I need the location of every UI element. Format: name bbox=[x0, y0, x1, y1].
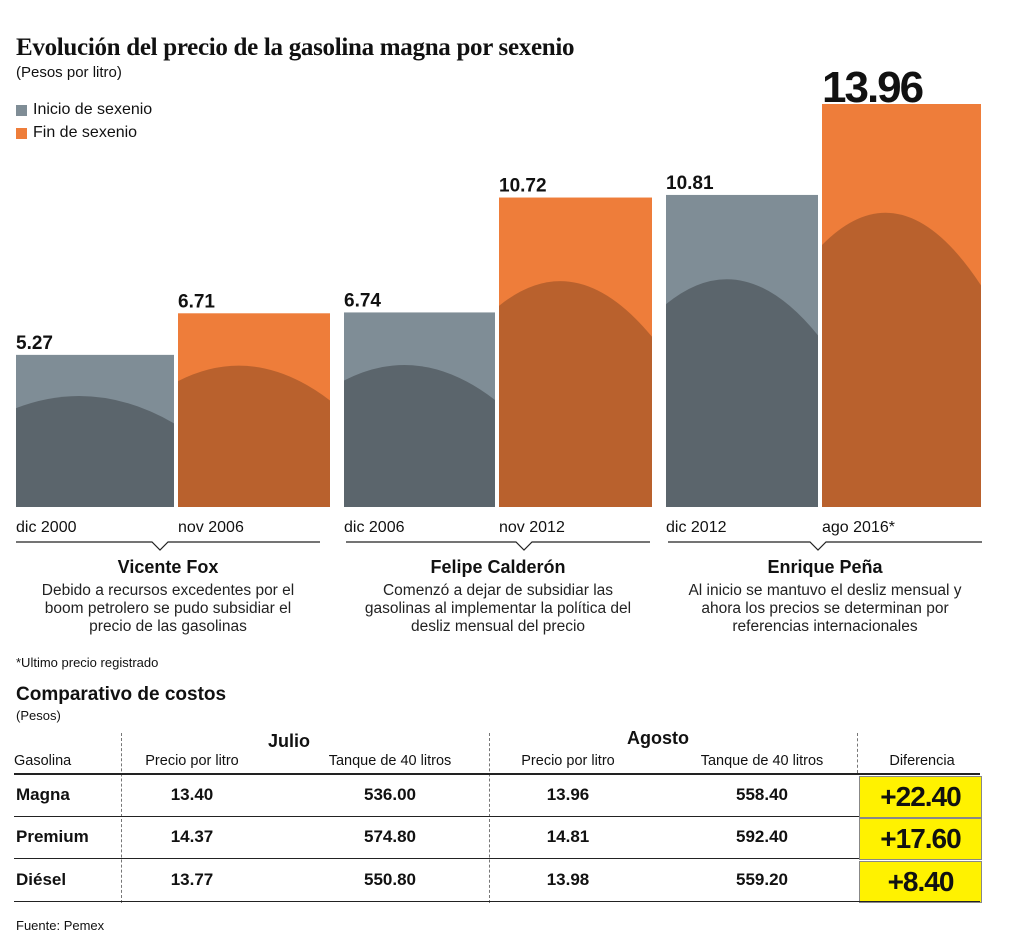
period-desc-line: precio de las gasolinas bbox=[89, 618, 247, 635]
bar-shading bbox=[16, 395, 174, 507]
bar-group bbox=[822, 104, 981, 507]
column-divider bbox=[489, 733, 490, 903]
period-name-fox: Vicente Fox bbox=[117, 557, 219, 577]
footnote: *Ultimo precio registrado bbox=[16, 655, 159, 670]
table-cell: 574.80 bbox=[364, 827, 416, 846]
period-desc-fox: Debido a recursos excedentes por el boom… bbox=[16, 582, 320, 636]
legend-label-fin: Fin de sexenio bbox=[33, 124, 138, 141]
difference-badge: +22.40 bbox=[859, 776, 982, 818]
period-desc-line: Debido a recursos excedentes por el bbox=[41, 582, 295, 599]
x-tick-label: dic 2012 bbox=[666, 519, 727, 536]
table-row-rule bbox=[14, 858, 859, 859]
table-cell: 13.96 bbox=[546, 785, 590, 804]
bar-group bbox=[344, 312, 495, 507]
bar-group bbox=[499, 197, 652, 507]
period-name-calderon: Felipe Calderón bbox=[430, 557, 566, 577]
bar-inicio bbox=[344, 312, 495, 507]
difference-badge: +17.60 bbox=[859, 818, 982, 860]
period-desc-line: Al inicio se mantuvo el desliz mensual y bbox=[688, 582, 962, 599]
bar-group bbox=[16, 354, 174, 507]
bar-value-label: 10.72 bbox=[499, 176, 547, 197]
column-header-julio-tanque: Tanque de 40 litros bbox=[328, 753, 452, 769]
table-bottom-rule bbox=[14, 901, 980, 902]
column-divider bbox=[857, 733, 858, 773]
legend-item-fin: Fin de sexenio bbox=[16, 124, 137, 142]
bar-value-label: 5.27 bbox=[16, 333, 53, 354]
x-tick-label: dic 2000 bbox=[16, 519, 77, 536]
period-desc-line: desliz mensual del precio bbox=[410, 618, 586, 635]
group-header-agosto: Agosto bbox=[627, 728, 689, 748]
bar-shading bbox=[178, 365, 330, 507]
bar-value-label: 6.74 bbox=[344, 290, 381, 311]
column-header-agosto-tanque: Tanque de 40 litros bbox=[700, 753, 824, 769]
table-row-name: Diésel bbox=[16, 870, 67, 889]
table-cell: 14.81 bbox=[546, 827, 590, 846]
chart-subtitle: (Pesos por litro) bbox=[16, 64, 122, 81]
x-tick-label: dic 2006 bbox=[344, 519, 405, 536]
period-desc-line: referencias internacionales bbox=[732, 618, 918, 635]
column-header-agosto-precio: Precio por litro bbox=[521, 753, 615, 769]
bar-fin bbox=[499, 197, 652, 507]
table-cell: 592.40 bbox=[736, 827, 788, 846]
period-desc-line: gasolinas al implementar la política del bbox=[364, 600, 632, 617]
table-header-rule bbox=[14, 773, 980, 775]
table-cell: 559.20 bbox=[736, 870, 788, 889]
x-tick-label: ago 2016* bbox=[822, 519, 895, 536]
table-cell: 13.98 bbox=[546, 870, 590, 889]
table-cell: 14.37 bbox=[170, 827, 214, 846]
period-desc-calderon: Comenzó a dejar de subsidiar las gasolin… bbox=[346, 582, 650, 636]
table-title: Comparativo de costos bbox=[16, 684, 227, 705]
column-header-diferencia: Diferencia bbox=[889, 753, 955, 769]
period-desc-line: Comenzó a dejar de subsidiar las bbox=[382, 582, 614, 599]
x-tick-label: nov 2012 bbox=[499, 519, 565, 536]
bar-chart: 5.27 dic 2000 6.71 nov 2006 6.74 dic 2006 10.7… bbox=[16, 63, 982, 551]
table-row-rule bbox=[14, 816, 859, 817]
period-desc-pena: Al inicio se mantuvo el desliz mensual y… bbox=[668, 582, 982, 636]
column-header-julio-precio: Precio por litro bbox=[145, 753, 239, 769]
bar-fin bbox=[822, 104, 981, 507]
table-unit: (Pesos) bbox=[16, 708, 61, 723]
bar-inicio bbox=[666, 194, 818, 507]
table-cell: 13.40 bbox=[170, 785, 214, 804]
period-name-pena: Enrique Peña bbox=[767, 557, 883, 577]
table-cell: 550.80 bbox=[364, 870, 416, 889]
period-desc-line: boom petrolero se pudo subsidiar el bbox=[44, 600, 292, 617]
legend-label-inicio: Inicio de sexenio bbox=[33, 101, 153, 118]
period-bracket bbox=[16, 541, 320, 551]
column-header-gasolina: Gasolina bbox=[14, 753, 72, 769]
difference-badge: +8.40 bbox=[859, 861, 982, 903]
bar-value-label: 6.71 bbox=[178, 291, 215, 312]
bar-shading bbox=[822, 212, 981, 507]
chart-title: Evolución del precio de la gasolina magn… bbox=[16, 34, 575, 61]
bar-inicio bbox=[16, 354, 174, 507]
table-row-name: Premium bbox=[16, 827, 89, 846]
bar-value-label: 13.96 bbox=[822, 63, 923, 112]
column-divider bbox=[121, 733, 122, 903]
bar-fin bbox=[178, 313, 330, 507]
source-note: Fuente: Pemex bbox=[16, 918, 105, 933]
legend-item-inicio: Inicio de sexenio bbox=[16, 101, 152, 119]
bar-group bbox=[178, 313, 330, 507]
bar-shading bbox=[344, 364, 495, 507]
legend-swatch-inicio bbox=[16, 104, 27, 116]
bar-value-label: 10.81 bbox=[666, 173, 714, 194]
bar-shading bbox=[666, 279, 818, 507]
group-header-julio: Julio bbox=[268, 731, 311, 751]
bar-group bbox=[666, 194, 818, 507]
bar-shading bbox=[499, 281, 652, 507]
period-bracket bbox=[346, 541, 650, 551]
legend-swatch-fin bbox=[16, 127, 27, 139]
table-row-name: Magna bbox=[16, 785, 70, 804]
x-tick-label: nov 2006 bbox=[178, 519, 244, 536]
period-desc-line: ahora los precios se determinan por bbox=[701, 600, 949, 617]
table-cell: 536.00 bbox=[364, 785, 416, 804]
table-cell: 13.77 bbox=[170, 870, 214, 889]
table-cell: 558.40 bbox=[736, 785, 788, 804]
period-bracket bbox=[668, 541, 982, 551]
